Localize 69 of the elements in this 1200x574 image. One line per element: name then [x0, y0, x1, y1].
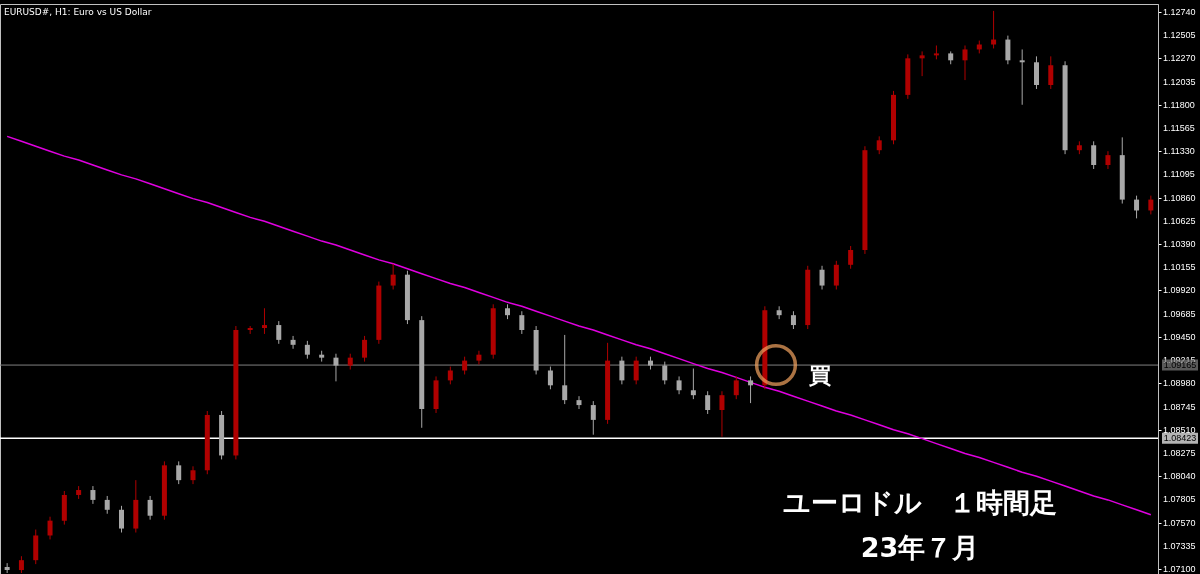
- candlestick: [633, 356, 639, 385]
- y-tick-label: 1.08510: [1163, 424, 1196, 435]
- candlestick: [362, 335, 368, 363]
- candlestick: [4, 562, 10, 574]
- candlestick: [733, 375, 739, 400]
- candlestick: [590, 400, 596, 436]
- y-tick-label: 1.07335: [1163, 540, 1196, 551]
- y-tick-label: 1.11565: [1163, 122, 1195, 133]
- y-tick-label: 1.12740: [1163, 6, 1196, 17]
- candlestick: [1019, 48, 1025, 106]
- candlestick: [848, 245, 854, 270]
- candlestick: [290, 335, 296, 350]
- y-tick-label: 1.12270: [1163, 53, 1196, 64]
- annotation: 23年７月: [860, 532, 980, 563]
- y-tick-label: 1.07100: [1163, 564, 1196, 574]
- candlestick: [1148, 195, 1154, 215]
- candlestick: [919, 50, 925, 77]
- candlestick: [1048, 55, 1054, 90]
- y-tick-label: 1.11800: [1163, 99, 1195, 110]
- y-tick-label: 1.08745: [1163, 401, 1196, 412]
- candlestick: [547, 366, 553, 390]
- candlestick: [819, 265, 825, 290]
- y-tick-label: 1.12035: [1163, 76, 1196, 87]
- y-tick-label: 1.08275: [1163, 447, 1196, 458]
- candlestick: [519, 310, 525, 335]
- y-tick-label: 1.10390: [1163, 239, 1196, 250]
- candlestick: [576, 395, 582, 410]
- candlestick: [962, 44, 968, 81]
- chart-title: EURUSD#, H1: Euro vs US Dollar: [4, 7, 152, 17]
- ref-line-label: 1.08423: [1163, 433, 1197, 444]
- annotation: ユーロドル １時間足: [783, 487, 1057, 518]
- candlestick: [690, 368, 696, 400]
- y-tick-label: 1.08040: [1163, 471, 1196, 482]
- candlestick: [176, 460, 182, 485]
- candlestick: [276, 320, 282, 345]
- candlestick: [619, 356, 625, 385]
- candlestick: [1091, 140, 1097, 170]
- y-tick-label: 1.10625: [1163, 215, 1196, 226]
- candlestick: [1134, 195, 1140, 219]
- candlestick: [662, 361, 668, 385]
- candlestick: [47, 516, 53, 540]
- candlestick: [719, 390, 725, 438]
- y-tick-label: 1.09920: [1163, 285, 1196, 296]
- candlestick: [991, 10, 997, 49]
- y-tick-label: 1.09685: [1163, 308, 1196, 319]
- y-tick-label: 1.07570: [1163, 517, 1196, 528]
- candlestick: [562, 334, 568, 405]
- y-tick-label: 1.12505: [1163, 30, 1196, 41]
- candlestick: [119, 505, 125, 534]
- y-tick-label: 1.08980: [1163, 378, 1196, 389]
- candlestick: [748, 375, 754, 404]
- candlestick: [333, 353, 339, 382]
- y-tick-label: 1.10860: [1163, 192, 1196, 203]
- candlestick: [776, 305, 782, 320]
- candlestick: [1033, 55, 1039, 90]
- candlestick: [261, 307, 267, 335]
- candlestick: [147, 495, 153, 521]
- y-tick-label: 1.11330: [1163, 146, 1195, 157]
- candlestick: [833, 260, 839, 290]
- y-tick-label: 1.11095: [1163, 169, 1195, 180]
- candlestick: [1005, 35, 1011, 65]
- candlestick: [705, 390, 711, 415]
- y-tick-label: 1.10155: [1163, 262, 1196, 273]
- y-tick-label: 1.09450: [1163, 331, 1196, 342]
- y-tick-label: 1.07805: [1163, 494, 1196, 505]
- annotation: 買: [808, 363, 831, 388]
- candlestick: [476, 350, 482, 366]
- candlestick: [390, 263, 396, 290]
- line-series: [6, 135, 1152, 516]
